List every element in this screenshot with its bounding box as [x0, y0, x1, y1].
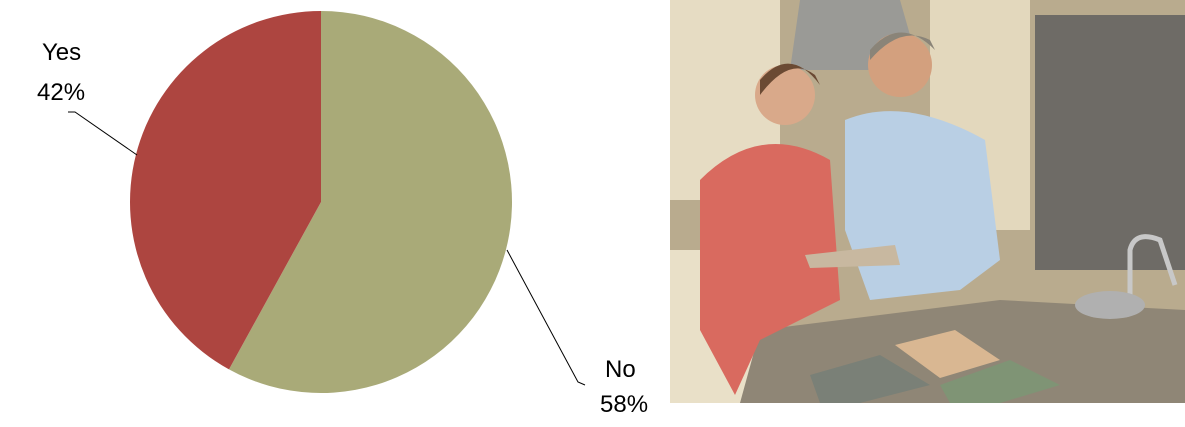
faucet — [1127, 234, 1178, 310]
value-label: 58% — [600, 391, 648, 418]
bowl — [1075, 291, 1145, 319]
category-label: No — [605, 356, 636, 383]
man-head — [868, 33, 932, 97]
leader-line — [506, 249, 586, 386]
tile — [895, 330, 1000, 378]
person-woman — [700, 144, 840, 395]
man-hair — [870, 32, 935, 60]
woman-hair — [760, 63, 820, 95]
refrigerator — [1035, 15, 1185, 270]
value-label: 42% — [37, 79, 85, 106]
leader-line — [68, 111, 138, 156]
clipboard — [805, 245, 900, 268]
pie-slice — [228, 11, 513, 393]
tile — [810, 355, 930, 403]
woman-head — [755, 65, 815, 125]
pie-slice — [129, 11, 321, 370]
person-man — [845, 111, 1000, 300]
tile — [940, 360, 1060, 403]
photo — [670, 0, 1185, 403]
category-label: Yes — [42, 39, 81, 66]
